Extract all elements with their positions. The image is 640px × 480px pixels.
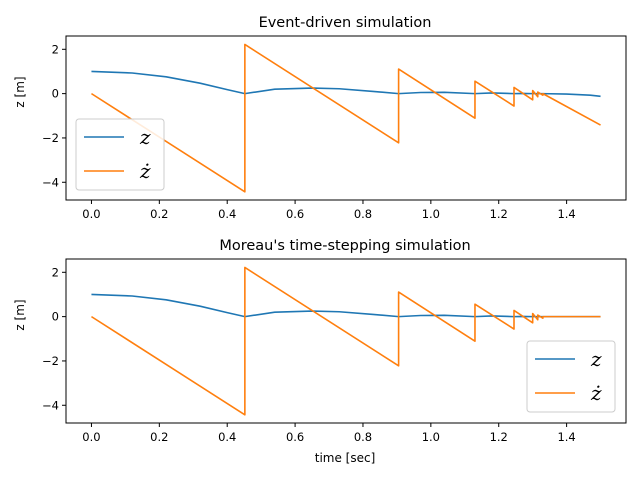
plot-area: 0.0 0.2 0.4 0.6 0.8 1.0 1.2 1.4 −4 −2 0 2 zż xyxy=(42,258,627,444)
y-tick-label: 2 xyxy=(52,265,59,279)
series-line-z xyxy=(91,293,601,318)
x-tick-label: 0.2 xyxy=(150,207,168,221)
x-tick-label: 0.4 xyxy=(218,207,236,221)
y-tick-label: −2 xyxy=(42,131,59,145)
x-tick-label: 1.4 xyxy=(557,430,575,444)
y-tick-label: −2 xyxy=(42,354,59,368)
x-tick-label: 1.2 xyxy=(490,207,508,221)
x-tick-label: 0.8 xyxy=(354,430,372,444)
panel-event-driven: Event-driven simulation z [m] 0.0 0.2 0.4 0… xyxy=(13,15,627,221)
series-line-z-dot xyxy=(91,43,601,193)
axes-frame xyxy=(65,258,627,424)
x-tick-label: 1.4 xyxy=(557,207,575,221)
series-line-z xyxy=(91,70,601,98)
axes-frame xyxy=(65,35,627,201)
x-tick-label: 0.6 xyxy=(286,207,304,221)
chart-title: Event-driven simulation xyxy=(259,15,432,31)
y-tick-label: 0 xyxy=(52,87,59,101)
y-tick-label: −4 xyxy=(42,398,59,412)
x-tick-label: 0.0 xyxy=(82,430,100,444)
legend: zż xyxy=(526,340,616,413)
legend-label: ż xyxy=(590,381,602,405)
x-tick-label: 1.0 xyxy=(422,430,440,444)
x-tick-label: 1.0 xyxy=(422,207,440,221)
x-tick-label: 0.0 xyxy=(82,207,100,221)
x-tick-label: 0.8 xyxy=(354,207,372,221)
y-axis-label: z [m] xyxy=(13,299,27,330)
y-tick-label: 2 xyxy=(52,42,59,56)
legend-label: z xyxy=(590,347,602,371)
x-tick-label: 0.6 xyxy=(286,430,304,444)
y-tick-label: 0 xyxy=(52,310,59,324)
legend-label: ż xyxy=(139,159,151,183)
x-tick-label: 1.2 xyxy=(490,430,508,444)
x-tick-label: 0.2 xyxy=(150,430,168,444)
series-line-z-dot xyxy=(91,266,601,416)
y-tick-label: −4 xyxy=(42,175,59,189)
legend-box xyxy=(526,340,616,413)
chart-title: Moreau's time-stepping simulation xyxy=(219,238,470,254)
legend-label: z xyxy=(139,125,151,149)
y-axis-label: z [m] xyxy=(13,76,27,107)
legend-box xyxy=(75,118,165,191)
x-axis-label: time [sec] xyxy=(315,451,376,465)
panel-moreau-time-stepping: Moreau's time-stepping simulation z [m] … xyxy=(13,238,627,465)
legend: zż xyxy=(75,118,165,191)
plot-area: 0.0 0.2 0.4 0.6 0.8 1.0 1.2 1.4 −4 −2 0 2 zż xyxy=(42,35,627,221)
x-tick-label: 0.4 xyxy=(218,430,236,444)
